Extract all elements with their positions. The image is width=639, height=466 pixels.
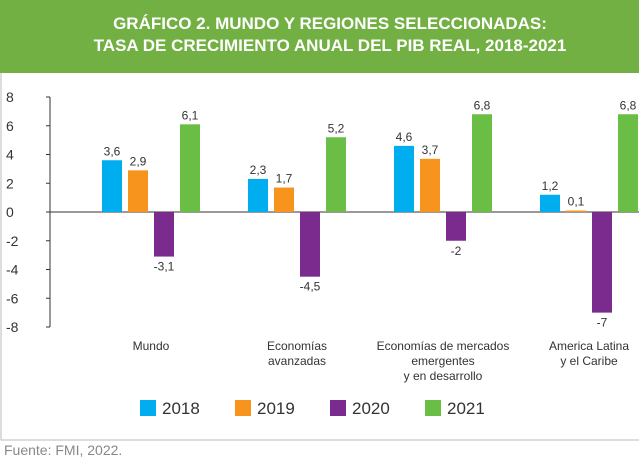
- bar: [540, 194, 560, 212]
- value-label: 1,7: [276, 172, 293, 186]
- bar: [128, 170, 148, 212]
- bar: [618, 114, 638, 212]
- bar: [446, 212, 466, 241]
- value-label: -4,5: [300, 280, 321, 294]
- value-label: 2,3: [250, 163, 267, 177]
- legend-label: 2018: [162, 399, 200, 418]
- chart-title: GRÁFICO 2. MUNDO Y REGIONES SELECCIONADA…: [94, 14, 567, 55]
- title-banner: [0, 0, 639, 73]
- value-label: 1,2: [542, 179, 559, 193]
- bar: [300, 212, 320, 277]
- legend-swatch: [140, 400, 156, 416]
- y-tick-label: -2: [6, 233, 19, 249]
- y-tick-label: 8: [6, 89, 14, 105]
- value-label: 4,6: [396, 130, 413, 144]
- x-tick-label: Economías avanzadas: [267, 339, 327, 368]
- bar: [326, 137, 346, 212]
- bar: [102, 160, 122, 212]
- y-tick-label: 0: [6, 204, 14, 220]
- value-label: 6,8: [620, 98, 637, 112]
- x-tick-label: America Latina y el Caribe: [549, 339, 629, 368]
- value-label: -2: [451, 244, 462, 258]
- bar: [472, 114, 492, 212]
- value-label: 6,1: [182, 108, 199, 122]
- legend-swatch: [330, 400, 346, 416]
- value-label: 6,8: [474, 98, 491, 112]
- bar: [180, 124, 200, 212]
- x-tick-label: Economías de mercados emergentes y en desa…: [377, 339, 510, 383]
- value-label: 0,1: [568, 195, 585, 209]
- value-label: 5,2: [328, 121, 345, 135]
- value-label: -3,1: [154, 260, 175, 274]
- value-label: 2,9: [130, 154, 147, 168]
- legend-label: 2021: [447, 399, 485, 418]
- bar: [592, 212, 612, 313]
- y-tick-label: 4: [6, 147, 14, 163]
- bar: [394, 145, 414, 212]
- legend-swatch: [235, 400, 251, 416]
- legend-swatch: [425, 400, 441, 416]
- bar: [154, 212, 174, 257]
- value-label: 3,7: [422, 143, 439, 157]
- y-tick-label: 6: [6, 118, 14, 134]
- value-label: 3,6: [104, 144, 121, 158]
- bar: [248, 178, 268, 212]
- bar: [420, 158, 440, 212]
- legend-label: 2020: [352, 399, 390, 418]
- y-tick-label: -4: [6, 262, 19, 278]
- x-tick-label: Mundo: [133, 339, 170, 353]
- bar: [274, 187, 294, 212]
- y-tick-label: -6: [6, 290, 19, 306]
- y-tick-label: -8: [6, 319, 19, 335]
- value-label: -7: [597, 316, 608, 330]
- source: Fuente: FMI, 2022.: [4, 442, 122, 458]
- frame: [0, 73, 639, 441]
- legend-label: 2019: [257, 399, 295, 418]
- bar: [566, 210, 586, 212]
- y-tick-label: 2: [6, 175, 14, 191]
